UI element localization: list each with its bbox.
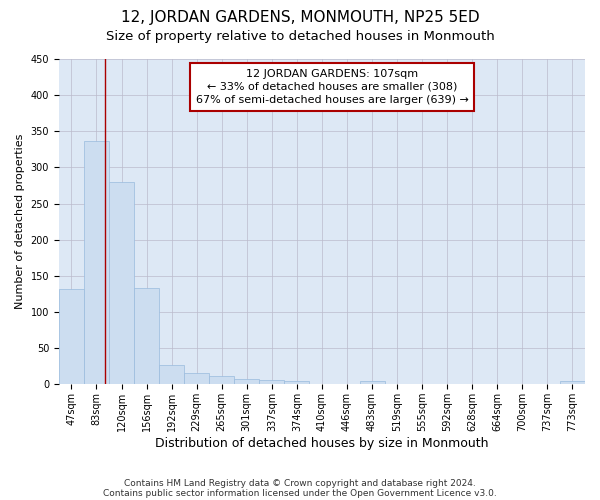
Bar	[560, 382, 585, 384]
Bar	[234, 379, 259, 384]
Text: Size of property relative to detached houses in Monmouth: Size of property relative to detached ho…	[106, 30, 494, 43]
X-axis label: Distribution of detached houses by size in Monmouth: Distribution of detached houses by size …	[155, 437, 489, 450]
Bar	[184, 374, 209, 384]
Y-axis label: Number of detached properties: Number of detached properties	[15, 134, 25, 310]
Text: 12, JORDAN GARDENS, MONMOUTH, NP25 5ED: 12, JORDAN GARDENS, MONMOUTH, NP25 5ED	[121, 10, 479, 25]
Bar	[209, 376, 234, 384]
Bar	[159, 365, 184, 384]
Bar	[134, 288, 159, 384]
Bar	[59, 289, 84, 384]
Text: Contains HM Land Registry data © Crown copyright and database right 2024.: Contains HM Land Registry data © Crown c…	[124, 478, 476, 488]
Text: Contains public sector information licensed under the Open Government Licence v3: Contains public sector information licen…	[103, 488, 497, 498]
Bar	[284, 382, 310, 384]
Bar	[109, 182, 134, 384]
Bar	[359, 382, 385, 384]
Bar	[84, 142, 109, 384]
Bar	[259, 380, 284, 384]
Text: 12 JORDAN GARDENS: 107sqm
← 33% of detached houses are smaller (308)
67% of semi: 12 JORDAN GARDENS: 107sqm ← 33% of detac…	[196, 69, 469, 105]
